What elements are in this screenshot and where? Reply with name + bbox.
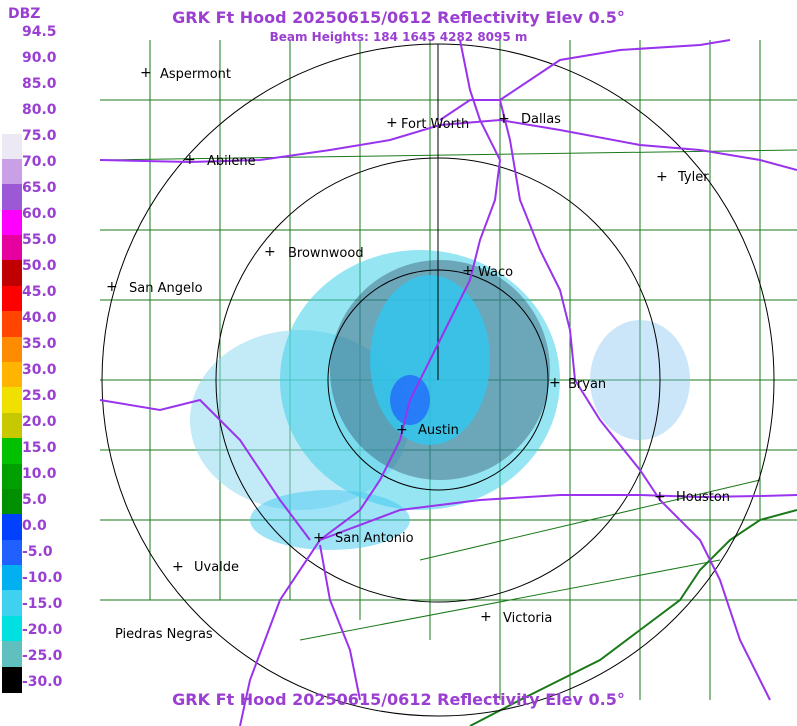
city-label: Dallas	[521, 112, 561, 127]
scale-swatch	[2, 412, 22, 440]
legend-tick: 35.0	[22, 336, 57, 352]
city-label: Brownwood	[288, 246, 364, 261]
city-label: San Antonio	[335, 531, 414, 546]
city-label: Abilene	[207, 154, 256, 169]
legend-tick: 70.0	[22, 154, 57, 170]
highways	[99, 39, 797, 726]
city-marker: +	[106, 279, 118, 295]
scale-swatch	[2, 463, 22, 490]
city-marker: +	[498, 111, 510, 127]
city-marker: +	[480, 609, 492, 625]
city-marker: +	[313, 530, 325, 546]
city-marker: +	[184, 152, 196, 168]
scale-swatch	[2, 590, 22, 617]
scale-swatch	[2, 387, 22, 414]
scale-swatch	[2, 82, 22, 110]
city-label: Waco	[478, 265, 514, 280]
city-marker: +	[549, 375, 561, 391]
legend-tick: 65.0	[22, 180, 57, 196]
legend-tick: 94.5	[22, 24, 57, 40]
scale-swatch	[2, 336, 22, 363]
scale-swatch	[2, 158, 22, 186]
legend-tick: 10.0	[22, 466, 57, 482]
scale-swatch	[2, 615, 22, 643]
title-footer: GRK Ft Hood 20250615/0612 Reflectivity E…	[172, 690, 625, 709]
legend-tick: 55.0	[22, 232, 57, 248]
city-marker: +	[396, 422, 408, 438]
city-label: Bryan	[568, 377, 607, 392]
city-marker: +	[656, 169, 668, 185]
city-label: Piedras Negras	[115, 627, 213, 642]
legend-tick: 75.0	[22, 128, 57, 144]
legend-tick: 80.0	[22, 102, 57, 118]
legend-tick: -10.0	[22, 570, 63, 586]
coastline	[469, 509, 797, 726]
city-label: Victoria	[503, 611, 553, 626]
legend-tick: 20.0	[22, 414, 57, 430]
scale-swatch	[2, 641, 22, 668]
legend-tick: -15.0	[22, 596, 63, 612]
city-marker: +	[140, 65, 152, 81]
legend-tick: 40.0	[22, 310, 57, 326]
legend-tick: 45.0	[22, 284, 57, 300]
scale-swatch	[2, 514, 22, 541]
city-label: Fort Worth	[401, 117, 470, 132]
scale-swatch	[2, 133, 22, 160]
city-marker: +	[264, 244, 276, 260]
title: GRK Ft Hood 20250615/0612 Reflectivity E…	[172, 8, 625, 27]
beam-heights: Beam Heights: 184 1645 4282 8095 m	[269, 30, 528, 44]
legend-tick: -20.0	[22, 622, 63, 638]
city-marker: +	[462, 263, 474, 279]
scale-swatch	[2, 108, 22, 135]
legend-tick: -5.0	[22, 544, 53, 560]
legend-tick: 15.0	[22, 440, 57, 456]
legend-tick: 85.0	[22, 76, 57, 92]
scale-swatch	[2, 209, 22, 237]
scale-swatch	[2, 311, 22, 338]
legend-tick: -30.0	[22, 674, 63, 690]
city-marker: +	[386, 115, 398, 131]
city-marker: +	[172, 559, 184, 575]
legend-tick: 25.0	[22, 388, 57, 404]
legend-tick: 50.0	[22, 258, 57, 274]
scale-swatch	[2, 57, 22, 84]
city-label: San Angelo	[129, 281, 203, 296]
city-label: Houston	[676, 490, 731, 505]
city-label: Austin	[418, 423, 459, 438]
scale-swatch	[2, 285, 22, 313]
legend-label: DBZ	[8, 6, 41, 22]
scale-swatch	[2, 260, 22, 287]
color-scale	[2, 32, 22, 693]
scale-swatch	[2, 235, 22, 262]
legend-tick: 90.0	[22, 50, 57, 66]
scale-swatch	[2, 184, 22, 211]
scale-swatch	[2, 565, 22, 592]
city-marker: +	[654, 489, 666, 505]
legend-tick: 30.0	[22, 362, 57, 378]
scale-swatch	[2, 488, 22, 516]
legend-tick: -25.0	[22, 648, 63, 664]
city-label: Tyler	[678, 170, 709, 185]
scale-swatch	[2, 666, 22, 693]
range-rings	[101, 43, 775, 717]
scale-swatch	[2, 539, 22, 567]
legend-tick: 0.0	[22, 518, 47, 534]
legend-tick: 60.0	[22, 206, 57, 222]
scale-swatch	[2, 362, 22, 389]
city-label: Uvalde	[194, 560, 240, 575]
scale-swatch	[2, 32, 22, 59]
scale-swatch	[2, 438, 22, 465]
city-label: Aspermont	[160, 67, 231, 82]
legend-tick: 5.0	[22, 492, 47, 508]
